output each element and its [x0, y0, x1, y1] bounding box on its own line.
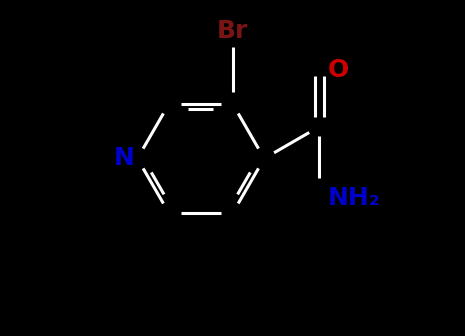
Text: Br: Br	[217, 19, 248, 43]
Text: O: O	[328, 58, 349, 82]
Text: N: N	[113, 146, 134, 170]
Text: NH₂: NH₂	[328, 186, 381, 210]
